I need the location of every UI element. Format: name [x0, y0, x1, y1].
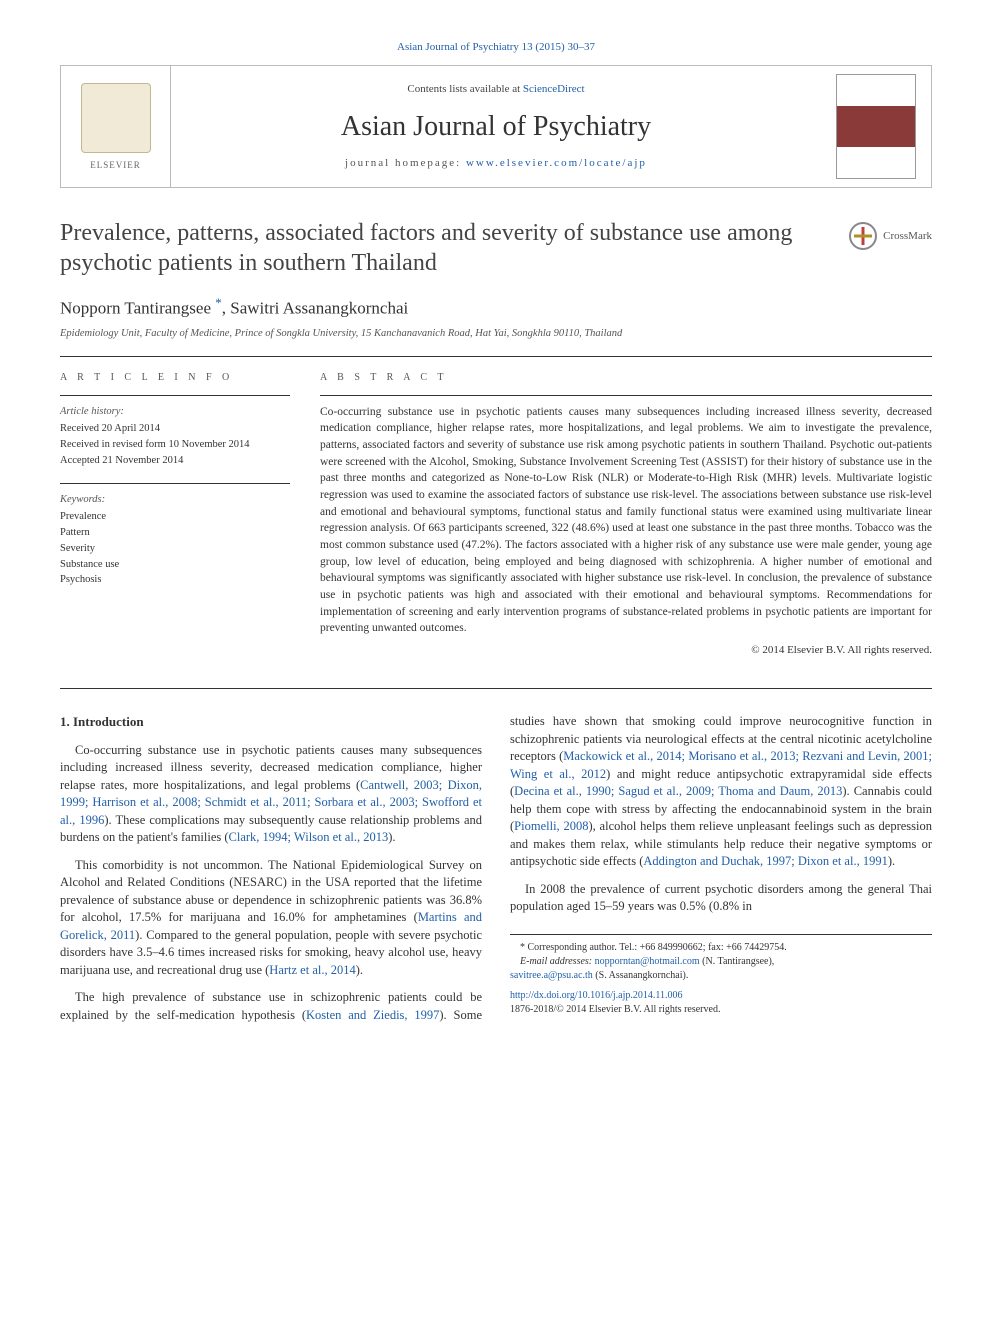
- homepage-link[interactable]: www.elsevier.com/locate/ajp: [466, 157, 647, 169]
- history-block: Article history: Received 20 April 2014 …: [60, 404, 290, 469]
- history-accepted: Accepted 21 November 2014: [60, 453, 290, 469]
- citation-link[interactable]: Hartz et al., 2014: [269, 963, 355, 977]
- author-2: Sawitri Assanangkornchai: [230, 299, 408, 318]
- corresponding-note: * Corresponding author. Tel.: +66 849990…: [510, 941, 932, 955]
- corresponding-star-icon[interactable]: *: [215, 295, 222, 310]
- journal-title: Asian Journal of Psychiatry: [341, 107, 651, 146]
- citation-link[interactable]: Addington and Duchak, 1997; Dixon et al.…: [643, 854, 887, 868]
- doi-link[interactable]: http://dx.doi.org/10.1016/j.ajp.2014.11.…: [510, 990, 683, 1001]
- history-label: Article history:: [60, 404, 290, 420]
- abstract-col: A B S T R A C T Co-occurring substance u…: [320, 371, 932, 659]
- email-label: E-mail addresses:: [520, 956, 595, 967]
- homepage-line: journal homepage: www.elsevier.com/locat…: [345, 156, 647, 171]
- keyword: Prevalence: [60, 509, 290, 525]
- info-rule-2: [60, 483, 290, 484]
- keyword: Pattern: [60, 525, 290, 541]
- author-1: Nopporn Tantirangsee: [60, 299, 211, 318]
- abstract-copyright: © 2014 Elsevier B.V. All rights reserved…: [320, 643, 932, 658]
- publisher-cell: ELSEVIER: [61, 66, 171, 187]
- keywords-label: Keywords:: [60, 492, 290, 508]
- info-rule: [60, 395, 290, 396]
- rule-top: [60, 356, 932, 357]
- para-4: In 2008 the prevalence of current psycho…: [510, 881, 932, 916]
- keywords-block: Keywords: Prevalence Pattern Severity Su…: [60, 492, 290, 589]
- citation-link[interactable]: Piomelli, 2008: [514, 819, 588, 833]
- body-columns: 1. Introduction Co-occurring substance u…: [60, 713, 932, 1024]
- crossmark-icon: [849, 222, 877, 250]
- email-link[interactable]: savitree.a@psu.ac.th: [510, 970, 593, 981]
- citation-link[interactable]: Kosten and Ziedis, 1997: [306, 1008, 439, 1022]
- keyword: Psychosis: [60, 572, 290, 588]
- cover-cell: [821, 66, 931, 187]
- crossmark-label: CrossMark: [883, 230, 932, 244]
- journal-title-cell: Contents lists available at ScienceDirec…: [171, 66, 821, 187]
- section-1-heading: 1. Introduction: [60, 713, 482, 731]
- contents-line: Contents lists available at ScienceDirec…: [407, 82, 584, 97]
- para-1: Co-occurring substance use in psychotic …: [60, 742, 482, 847]
- article-title-text: Prevalence, patterns, associated factors…: [60, 220, 792, 276]
- journal-header: ELSEVIER Contents lists available at Sci…: [60, 65, 932, 188]
- citation-link[interactable]: Decina et al., 1990; Sagud et al., 2009;…: [514, 784, 842, 798]
- email-line: E-mail addresses: nopporntan@hotmail.com…: [510, 955, 932, 969]
- citation-link[interactable]: Clark, 1994; Wilson et al., 2013: [229, 830, 389, 844]
- running-head: Asian Journal of Psychiatry 13 (2015) 30…: [60, 40, 932, 55]
- article-info-col: A R T I C L E I N F O Article history: R…: [60, 371, 290, 659]
- abstract-label: A B S T R A C T: [320, 371, 932, 385]
- email-link[interactable]: nopporntan@hotmail.com: [595, 956, 700, 967]
- footnote-block: * Corresponding author. Tel.: +66 849990…: [510, 934, 932, 1017]
- authors-line: Nopporn Tantirangsee *, Sawitri Assanang…: [60, 294, 932, 320]
- info-abstract-row: A R T I C L E I N F O Article history: R…: [60, 371, 932, 659]
- history-received: Received 20 April 2014: [60, 421, 290, 437]
- para-2: This comorbidity is not uncommon. The Na…: [60, 857, 482, 980]
- keyword: Substance use: [60, 557, 290, 573]
- issn-copyright: 1876-2018/© 2014 Elsevier B.V. All right…: [510, 1003, 932, 1017]
- email-line-2: savitree.a@psu.ac.th (S. Assanangkorncha…: [510, 969, 932, 983]
- affiliation: Epidemiology Unit, Faculty of Medicine, …: [60, 327, 932, 342]
- elsevier-tree-icon: [81, 83, 151, 153]
- keyword: Severity: [60, 541, 290, 557]
- running-head-link[interactable]: Asian Journal of Psychiatry 13 (2015) 30…: [397, 41, 595, 53]
- sciencedirect-link[interactable]: ScienceDirect: [523, 83, 585, 95]
- publisher-label: ELSEVIER: [90, 159, 141, 172]
- article-info-label: A R T I C L E I N F O: [60, 371, 290, 385]
- doi-block: http://dx.doi.org/10.1016/j.ajp.2014.11.…: [510, 989, 932, 1017]
- abstract-text: Co-occurring substance use in psychotic …: [320, 404, 932, 637]
- rule-body: [60, 688, 932, 689]
- history-revised: Received in revised form 10 November 201…: [60, 437, 290, 453]
- journal-cover-icon: [836, 74, 916, 179]
- crossmark-badge[interactable]: CrossMark: [849, 222, 932, 250]
- abstract-rule: [320, 395, 932, 396]
- contents-prefix: Contents lists available at: [407, 83, 522, 95]
- homepage-prefix: journal homepage:: [345, 157, 466, 169]
- article-title: Prevalence, patterns, associated factors…: [60, 218, 932, 278]
